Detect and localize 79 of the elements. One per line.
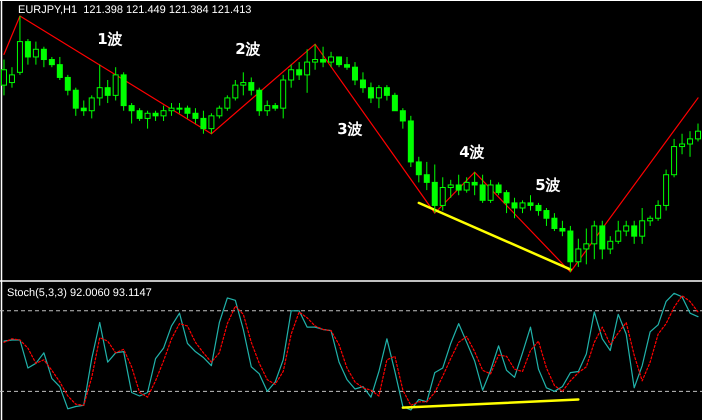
candlestick bbox=[679, 133, 686, 155]
candlestick bbox=[296, 62, 302, 80]
candlestick bbox=[8, 66, 15, 88]
candlestick bbox=[288, 64, 294, 88]
candlestick bbox=[384, 84, 390, 101]
candlestick bbox=[344, 56, 350, 70]
candlestick bbox=[448, 179, 454, 198]
candlestick bbox=[639, 208, 646, 244]
candlestick bbox=[40, 46, 47, 68]
candlestick bbox=[695, 123, 702, 142]
candlestick bbox=[535, 202, 542, 216]
chart-title: EURJPY,H1 121.398 121.449 121.384 121.413 bbox=[18, 4, 252, 16]
candlestick bbox=[631, 220, 638, 244]
candlestick bbox=[232, 80, 238, 101]
annotation: 5波 bbox=[535, 176, 561, 194]
candlestick bbox=[496, 182, 502, 196]
candlestick bbox=[128, 102, 135, 124]
candlestick bbox=[599, 220, 606, 260]
candlestick bbox=[416, 156, 422, 183]
candlestick bbox=[224, 94, 230, 112]
candlestick bbox=[304, 48, 310, 94]
candlestick bbox=[24, 38, 31, 66]
candlestick bbox=[551, 212, 558, 232]
candlestick bbox=[591, 220, 598, 260]
candlestick bbox=[655, 200, 662, 222]
candlestick bbox=[687, 130, 694, 158]
candlestick bbox=[512, 197, 518, 219]
candlestick bbox=[208, 112, 214, 134]
candlestick bbox=[488, 179, 494, 204]
candlestick bbox=[72, 87, 79, 116]
candlestick bbox=[144, 110, 151, 130]
candlestick bbox=[48, 56, 55, 68]
candlestick bbox=[647, 215, 654, 226]
candlestick bbox=[192, 108, 198, 124]
candlestick bbox=[64, 74, 71, 96]
candlestick bbox=[456, 174, 462, 196]
candlestick bbox=[328, 51, 334, 68]
annotation: 3波 bbox=[337, 120, 363, 138]
candlestick bbox=[623, 220, 630, 237]
candlestick bbox=[424, 161, 430, 191]
candlestick bbox=[160, 105, 167, 122]
candlestick bbox=[575, 238, 582, 268]
candlestick bbox=[320, 46, 326, 68]
annotation: 1波 bbox=[97, 30, 123, 48]
candlestick bbox=[136, 108, 143, 122]
candlestick bbox=[504, 190, 510, 214]
candlestick bbox=[464, 176, 470, 194]
candlestick bbox=[216, 105, 222, 119]
candlestick bbox=[368, 82, 374, 104]
candlestick bbox=[480, 174, 486, 204]
candlestick bbox=[527, 194, 534, 212]
candlestick bbox=[176, 102, 182, 114]
candlestick bbox=[200, 110, 206, 134]
candlestick bbox=[360, 72, 366, 94]
candlestick bbox=[352, 62, 358, 86]
candlestick bbox=[240, 72, 246, 96]
candlestick bbox=[184, 105, 190, 119]
candlestick bbox=[248, 76, 254, 96]
annotation: 2波 bbox=[235, 40, 261, 58]
candlestick bbox=[96, 64, 103, 106]
candlestick bbox=[392, 92, 398, 112]
candlestick bbox=[520, 200, 526, 214]
candlestick bbox=[400, 108, 406, 130]
candlestick bbox=[104, 80, 111, 104]
candlestick bbox=[168, 102, 175, 116]
candlestick bbox=[312, 44, 318, 70]
candlestick bbox=[56, 56, 63, 80]
candlestick bbox=[32, 41, 39, 66]
candlestick bbox=[543, 208, 550, 226]
candlestick bbox=[376, 84, 382, 109]
candlestick bbox=[0, 59, 7, 96]
annotation: 4波 bbox=[459, 143, 485, 162]
candlestick bbox=[112, 66, 119, 101]
candlestick bbox=[152, 110, 159, 122]
chart-title: Stoch(5,3,3) 92.0060 93.1147 bbox=[7, 287, 152, 299]
candlestick bbox=[336, 56, 342, 68]
candlestick bbox=[472, 172, 478, 196]
candlestick bbox=[559, 220, 566, 237]
candlestick bbox=[583, 228, 590, 265]
